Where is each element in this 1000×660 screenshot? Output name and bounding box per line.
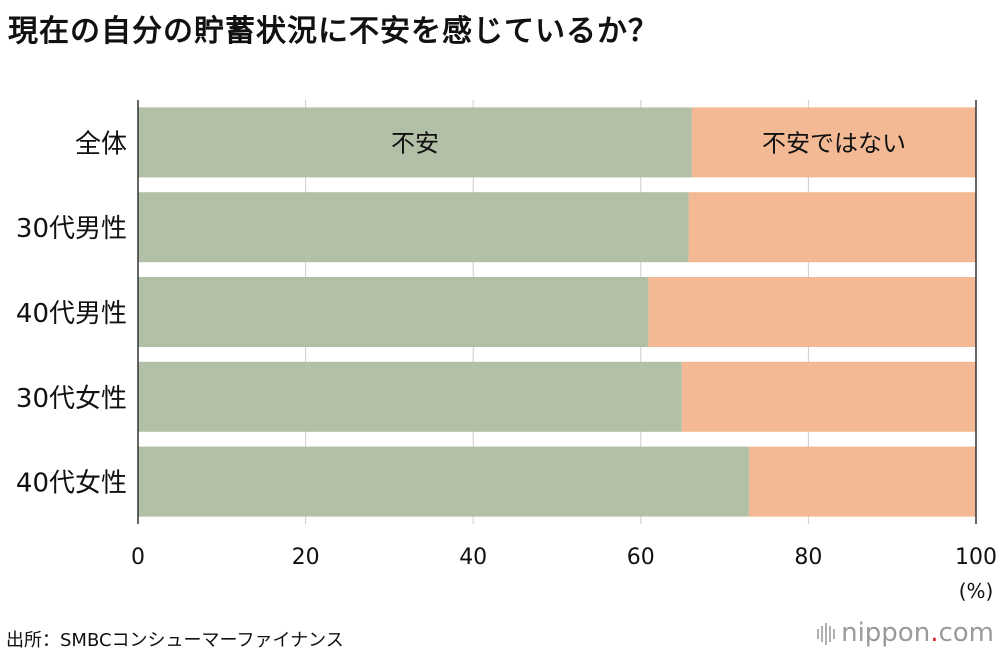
category-label-4: 40代女性 [16,469,127,499]
bar-anxious-3 [138,361,682,432]
bar-not-anxious-1 [688,192,976,263]
stacked-bar-chart: 全体 30代男性 40代男性 30代女性 40代女性 不安 不安ではない 0 20 40 60 80 1… [16,100,997,603]
series-label-1: 不安ではない [762,129,906,157]
x-tick-label-60: 60 [627,545,655,570]
chart-title: 現在の自分の貯蓄状況に不安を感じているか？ [8,14,659,49]
logo-name: nippon [841,618,931,648]
bar-not-anxious-2 [648,277,976,347]
bar-anxious-0 [138,107,692,178]
x-tick-label-20: 20 [292,545,320,570]
bar-anxious-4 [138,446,749,517]
logo-bars-icon [817,619,837,649]
x-tick-label-0: 0 [131,545,145,570]
x-tick-label-100: 100 [955,545,997,570]
category-label-2: 40代男性 [16,299,127,329]
category-label-1: 30代男性 [16,214,127,244]
bar-not-anxious-4 [748,446,976,517]
x-tick-label-40: 40 [459,545,487,570]
category-label-0: 全体 [75,129,127,159]
x-tick-label-80: 80 [794,545,822,570]
source-note: 出所：SMBCコンシューマーファイナンス [6,630,344,651]
bar-not-anxious-3 [681,361,976,432]
series-label-0: 不安 [391,129,439,157]
nippon-logo: nippon.com [817,618,994,649]
unit-label: (%) [959,579,994,603]
logo-dot: . [930,618,939,648]
bar-anxious-2 [138,277,649,347]
bar-anxious-1 [138,192,689,263]
bar-not-anxious-0 [691,107,976,178]
logo-suffix: com [938,618,994,648]
category-label-3: 30代女性 [16,384,127,414]
